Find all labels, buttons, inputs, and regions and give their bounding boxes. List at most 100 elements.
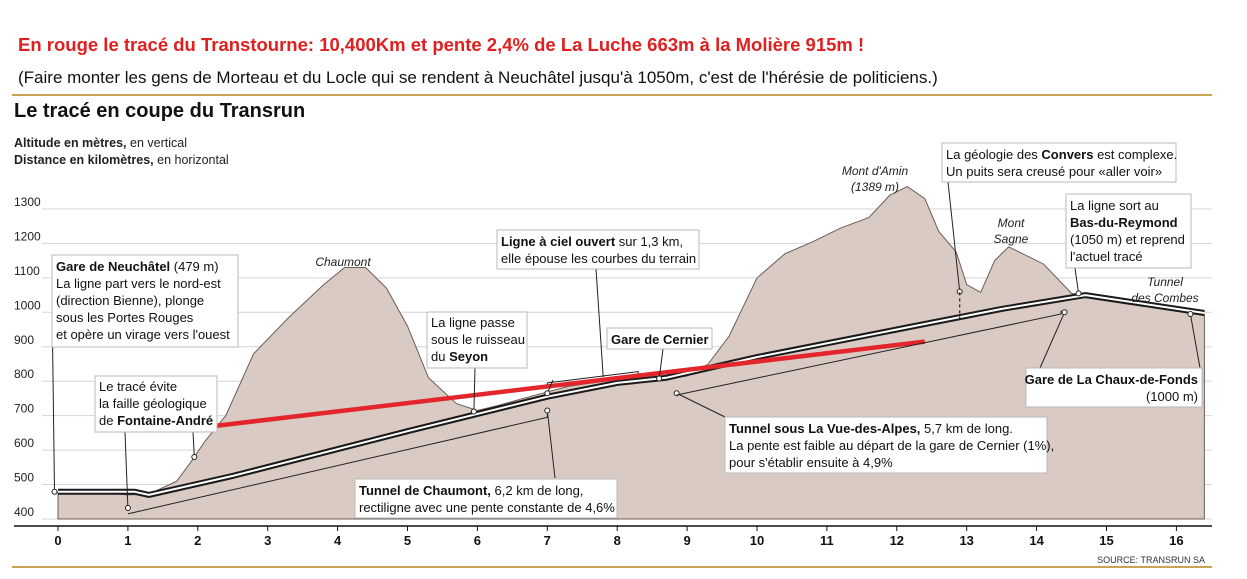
- axis-note-distance: Distance en kilomètres, en horizontal: [14, 153, 229, 167]
- svg-text:rectiligne avec une pente cons: rectiligne avec une pente constante de 4…: [359, 500, 615, 515]
- svg-text:sous les Portes Rouges: sous les Portes Rouges: [56, 310, 194, 325]
- svg-text:(1000 m): (1000 m): [1146, 389, 1198, 404]
- leader-chaux-line: [1189, 313, 1201, 369]
- leader-ciel-ouvert: [595, 268, 604, 378]
- callout-leaders: [51, 181, 1201, 515]
- svg-text:(direction Bienne), plonge: (direction Bienne), plonge: [56, 293, 204, 308]
- x-tick-10: 10: [750, 533, 764, 548]
- transtourne-red-line: [194, 339, 926, 431]
- label-tunnel-combes-1: Tunnel: [1147, 275, 1183, 289]
- x-tick-13: 13: [959, 533, 973, 548]
- svg-text:La ligne sort au: La ligne sort au: [1070, 198, 1159, 213]
- x-tick-8: 8: [614, 533, 621, 548]
- leader-reymond-lower-dot: [1061, 309, 1068, 316]
- leader-reymond-dot: [1075, 290, 1082, 297]
- x-tick-3: 3: [264, 533, 271, 548]
- source-credit: SOURCE: TRANSRUN SA: [1097, 555, 1205, 565]
- leader-seyon-line: [473, 367, 476, 412]
- leader-cernier-dot: [656, 375, 663, 382]
- x-tick-0: 0: [54, 533, 61, 548]
- svg-text:Ligne à ciel ouvert sur 1,3 km: Ligne à ciel ouvert sur 1,3 km,: [501, 234, 683, 249]
- callout-reymond: La ligne sort au Bas-du-Reymond (1050 m)…: [1065, 193, 1192, 269]
- x-tick-11: 11: [820, 533, 834, 548]
- leader-seyon-dot: [470, 408, 477, 415]
- svg-text:pour s'établir ensuite à 4,9%: pour s'établir ensuite à 4,9%: [729, 455, 893, 470]
- svg-text:de Fontaine-André: de Fontaine-André: [99, 413, 213, 428]
- callout-cernier: Gare de Cernier: [606, 327, 713, 350]
- callout-convers: La géologie des Convers est complexe. Un…: [941, 142, 1177, 183]
- x-tick-6: 6: [474, 533, 481, 548]
- tunnel-track-inner: [58, 294, 1205, 496]
- leader-plonge-dot: [124, 504, 131, 511]
- peak-mont-damin-altitude: (1389 m): [851, 180, 899, 194]
- x-tick-2: 2: [194, 533, 201, 548]
- y-tick-700: 700: [14, 402, 34, 416]
- svg-text:Gare de Cernier: Gare de Cernier: [611, 332, 709, 347]
- y-tick-1200: 1200: [14, 229, 41, 243]
- peak-mont-damin: Mont d'Amin: [842, 164, 909, 178]
- svg-text:Tunnel de Chaumont, 6,2 km de: Tunnel de Chaumont, 6,2 km de long,: [359, 483, 583, 498]
- x-tick-1: 1: [124, 533, 131, 548]
- leader-neuchatel-dot: [51, 488, 58, 495]
- subline: (Faire monter les gens de Morteau et du …: [18, 68, 938, 87]
- svg-text:du Seyon: du Seyon: [431, 349, 488, 364]
- leader-chaumont-tunnel-dot: [544, 407, 551, 414]
- svg-text:La ligne part vers le nord-est: La ligne part vers le nord-est: [56, 276, 221, 291]
- x-tick-9: 9: [683, 533, 690, 548]
- x-axis: 0 1 2 3 4 5 6 7 8 9 10 11 12 13 14 15 16: [14, 525, 1212, 548]
- callout-chaumont-tunnel: Tunnel de Chaumont, 6,2 km de long, rect…: [354, 478, 618, 519]
- leader-chaux-dot: [1187, 311, 1194, 318]
- y-tick-1000: 1000: [14, 298, 41, 312]
- leader-convers-line: [947, 181, 961, 292]
- svg-text:l'actuel tracé: l'actuel tracé: [1070, 249, 1143, 264]
- y-tick-400: 400: [14, 505, 34, 519]
- callout-chaux-de-fonds: Gare de La Chaux-de-Fonds (1000 m): [1025, 367, 1203, 408]
- y-tick-800: 800: [14, 367, 34, 381]
- top-rule: [12, 94, 1212, 96]
- svg-text:la faille géologique: la faille géologique: [99, 396, 207, 411]
- svg-text:Le tracé évite: Le tracé évite: [99, 379, 177, 394]
- x-tick-12: 12: [890, 533, 904, 548]
- callout-seyon: La ligne passe sous le ruisseau du Seyon: [426, 311, 528, 369]
- svg-text:Gare de La Chaux-de-Fonds: Gare de La Chaux-de-Fonds: [1025, 372, 1198, 387]
- svg-text:elle épouse les courbes du ter: elle épouse les courbes du terrain: [501, 251, 696, 266]
- svg-text:La ligne passe: La ligne passe: [431, 315, 515, 330]
- x-tick-16: 16: [1169, 533, 1183, 548]
- y-tick-1300: 1300: [14, 195, 41, 209]
- y-tick-500: 500: [14, 471, 34, 485]
- x-tick-15: 15: [1099, 533, 1113, 548]
- x-tick-4: 4: [334, 533, 342, 548]
- figure-title: Le tracé en coupe du Transrun: [14, 100, 306, 122]
- callout-faille: Le tracé évite la faille géologique de F…: [94, 375, 218, 433]
- svg-text:Tunnel sous La Vue-des-Alpes,: Tunnel sous La Vue-des-Alpes, 5,7 km de …: [729, 421, 1013, 436]
- leader-plonge-line: [124, 431, 129, 508]
- leader-reymond-lower-line: [1039, 312, 1066, 369]
- x-tick-7: 7: [544, 533, 551, 548]
- svg-text:et opère un virage vers l'oues: et opère un virage vers l'ouest: [56, 327, 230, 342]
- svg-text:La pente est faible au départ: La pente est faible au départ de la gare…: [729, 438, 1054, 453]
- svg-text:Gare de Neuchâtel (479 m): Gare de Neuchâtel (479 m): [56, 259, 219, 274]
- svg-text:sous le ruisseau: sous le ruisseau: [431, 332, 525, 347]
- label-tunnel-combes-2: des Combes: [1131, 291, 1198, 305]
- leader-faille-dot: [191, 453, 198, 460]
- leader-cernier-line: [658, 348, 664, 379]
- peak-mont-sagne-2: Sagne: [994, 232, 1029, 246]
- y-tick-900: 900: [14, 333, 34, 347]
- callout-vue-des-alpes: Tunnel sous La Vue-des-Alpes, 5,7 km de …: [724, 416, 1054, 474]
- bracket-vue-alpes: [676, 310, 1062, 396]
- bottom-rule: [12, 566, 1212, 568]
- leader-vue-alpes-line: [676, 392, 726, 418]
- svg-text:La géologie des Convers est co: La géologie des Convers est complexe.: [946, 147, 1177, 162]
- axis-note-altitude: Altitude en mètres, en vertical: [14, 136, 187, 150]
- headline: En rouge le tracé du Transtourne: 10,400…: [18, 34, 865, 55]
- leader-chaumont-tunnel-line: [546, 410, 556, 479]
- peak-mont-sagne-1: Mont: [998, 216, 1025, 230]
- y-tick-1100: 1100: [14, 264, 40, 278]
- bracket-open-air: [546, 370, 639, 385]
- leader-faille-line: [192, 431, 195, 458]
- bracket-chaumont: [127, 413, 548, 515]
- svg-text:Un puits sera creusé pour «all: Un puits sera creusé pour «aller voir»: [946, 164, 1162, 179]
- callout-ciel-ouvert: Ligne à ciel ouvert sur 1,3 km, elle épo…: [496, 229, 700, 270]
- peak-chaumont: Chaumont: [315, 255, 371, 269]
